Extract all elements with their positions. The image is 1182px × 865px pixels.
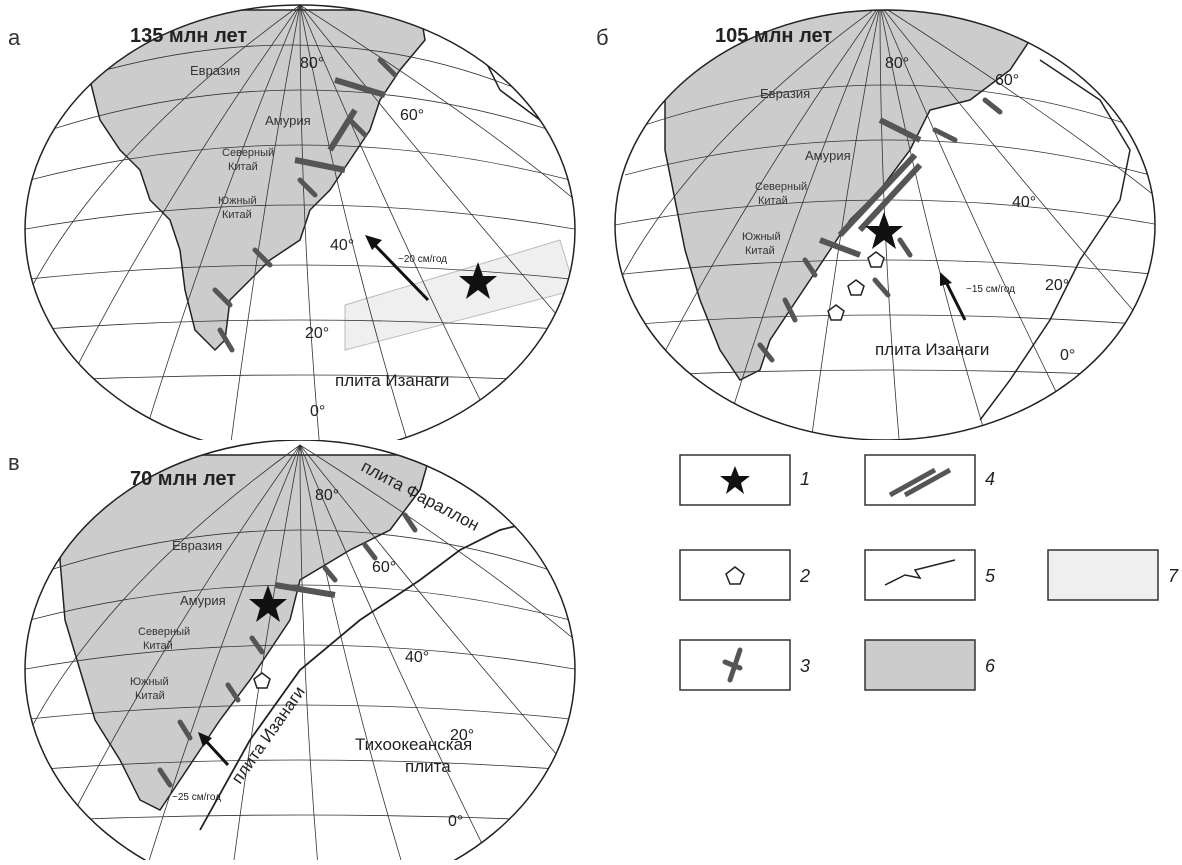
lat-60-a: 60° [400,107,424,124]
region-south-b: Южный [742,231,781,243]
star-a [459,262,497,299]
lat-0-c: 0° [448,813,463,830]
lat-80-b: 80° [885,55,909,72]
legend-svg: 1 4 2 5 7 3 6 [679,454,1179,691]
subduction-markers-c [157,512,418,788]
region-north-c: Северный [138,626,190,638]
legend-num-4: 4 [985,469,995,489]
star-c [249,585,287,622]
star-icon [720,466,750,494]
lat-40-b: 40° [1012,194,1036,211]
pentagons-b [827,251,885,321]
lat-0-b: 0° [1060,347,1075,364]
ridge-icon [884,559,956,586]
subduction-icon [722,647,743,683]
region-eurasia-c: Евразия [172,538,222,553]
subduction-markers-a [212,57,398,353]
fault-markers-b [818,117,923,258]
region-south-c: Южный [130,676,169,688]
legend-box-6 [864,639,976,691]
region-amuria-c: Амурия [180,593,226,608]
lat-40-c: 40° [405,649,429,666]
legend-box-7 [1047,549,1159,601]
lat-20-c: 20° [450,727,474,744]
map-c-svg: в 70 млн лет Евразия Амурия Северный Кит… [8,439,576,865]
region-china-north-a: Китай [228,161,258,173]
fault-markers-c [274,582,336,598]
band-a [344,239,575,351]
globe-c [25,440,575,865]
pentagon-c [253,672,271,689]
region-china-south-c: Китай [135,690,165,702]
map-b-svg: б 105 млн лет Евразия Амурия Северный Ки… [596,9,1156,441]
panel-letter-a: а [8,25,21,50]
pentagon-icon [725,566,745,585]
map-panel-b: б 105 млн лет Евразия Амурия Северный Ки… [590,0,1180,441]
lat-80-c: 80° [315,487,339,504]
region-north-a: Северный [222,147,274,159]
region-south-a: Южный [218,195,257,207]
lat-60-c: 60° [372,559,396,576]
age-label-a: 135 млн лет [130,25,247,47]
lat-80-a: 80° [300,55,324,72]
map-a-svg: а 135 млн лет Евразия Амурия Северный Ки… [8,4,576,456]
motion-arrow-a [368,238,430,302]
region-eurasia-a: Евразия [190,63,240,78]
plate-izanagi-b: плита Изанаги [875,340,989,359]
lat-20-b: 20° [1045,277,1069,294]
region-eurasia-b: Евразия [760,86,810,101]
graticule-a [25,5,575,451]
lat-60-b: 60° [995,72,1019,89]
region-amuria-a: Амурия [265,113,311,128]
legend-num-3: 3 [800,656,810,676]
fault-markers-a [294,77,386,173]
panel-letter-b: б [596,25,609,50]
region-north-b: Северный [755,181,807,193]
region-china-south-a: Китай [222,209,252,221]
map-panel-a: а 135 млн лет Евразия Амурия Северный Ки… [0,0,580,456]
star-b [865,212,903,249]
plate-izanagi-a: плита Изанаги [335,371,449,390]
lat-0-a: 0° [310,403,325,420]
motion-arrow-c [203,738,230,767]
region-china-north-b: Китай [758,195,788,207]
plate-pacific-2-c: плита [405,757,451,776]
subduction-markers-b [757,97,1003,363]
legend-num-1: 1 [800,469,810,489]
plate-pacific-1-c: Тихоокеанская [355,735,472,754]
region-china-south-b: Китай [745,245,775,257]
strike-slip-icon [888,467,952,498]
motion-arrow-b [943,279,967,321]
globe-a [25,5,575,451]
legend-box-5 [864,549,976,601]
legend-num-2: 2 [799,566,810,586]
rate-a: ~20 см/год [398,254,447,265]
age-label-c: 70 млн лет [130,468,236,490]
rate-b: ~15 см/год [966,284,1015,295]
legend: 1 4 2 5 7 3 6 [600,440,1182,860]
continent-a [89,9,426,352]
rate-c: ~25 см/год [172,792,221,803]
lat-40-a: 40° [330,237,354,254]
age-label-b: 105 млн лет [715,25,832,47]
legend-num-5: 5 [985,566,996,586]
panel-letter-c: в [8,450,20,475]
region-china-north-c: Китай [143,640,173,652]
region-amuria-b: Амурия [805,148,851,163]
legend-num-7: 7 [1168,566,1179,586]
lat-20-a: 20° [305,325,329,342]
map-panel-c: в 70 млн лет Евразия Амурия Северный Кит… [0,439,580,865]
legend-num-6: 6 [985,656,996,676]
graticule-c [25,444,575,865]
